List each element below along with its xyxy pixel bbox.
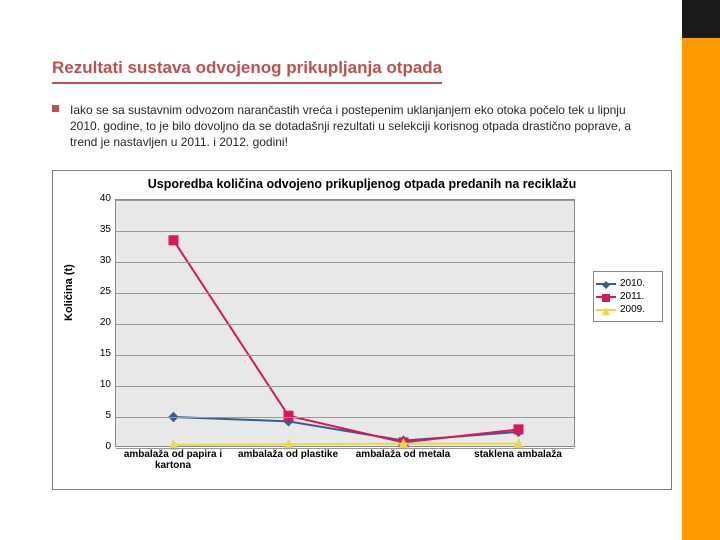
series-marker xyxy=(284,411,293,420)
y-tick-label: 10 xyxy=(93,379,111,390)
x-category-label: staklena ambalaža xyxy=(461,449,576,460)
y-axis-label: Količina (t) xyxy=(63,264,75,321)
y-tick-label: 35 xyxy=(93,224,111,235)
grid-line xyxy=(116,293,574,294)
y-tick-label: 0 xyxy=(93,441,111,452)
accent-corner xyxy=(682,0,720,38)
bullet-text: Iako se sa sustavnim odvozom narančastih… xyxy=(70,102,647,151)
legend-line-icon xyxy=(596,283,616,285)
grid-line xyxy=(116,200,574,201)
legend-line-icon xyxy=(596,296,616,298)
chart-svg xyxy=(116,200,574,446)
slide-title: Rezultati sustava odvojenog prikupljanja… xyxy=(52,58,442,84)
series-marker xyxy=(514,425,523,434)
bullet-paragraph: Iako se sa sustavnim odvozom narančastih… xyxy=(52,102,647,151)
legend-item: 2011. xyxy=(596,291,660,302)
y-tick-label: 20 xyxy=(93,317,111,328)
x-category-label: ambalaža od metala xyxy=(346,449,461,460)
x-category-label: ambalaža od papira i kartona xyxy=(116,449,231,471)
legend-marker-icon xyxy=(601,293,610,302)
legend-item: 2010. xyxy=(596,278,660,289)
legend-marker-icon xyxy=(601,280,610,289)
accent-sidebar xyxy=(682,0,720,540)
grid-line xyxy=(116,262,574,263)
y-tick-label: 15 xyxy=(93,348,111,359)
legend-label: 2009. xyxy=(620,304,645,315)
y-tick-label: 40 xyxy=(93,193,111,204)
y-tick-label: 25 xyxy=(93,286,111,297)
grid-line xyxy=(116,231,574,232)
series-marker xyxy=(169,236,178,245)
bullet-square-icon xyxy=(52,105,59,112)
grid-line xyxy=(116,324,574,325)
series-line xyxy=(174,444,519,445)
grid-line xyxy=(116,386,574,387)
legend-marker-icon xyxy=(601,306,610,315)
plot-area xyxy=(115,199,575,447)
x-category-label: ambalaža od plastike xyxy=(231,449,346,460)
y-tick-label: 5 xyxy=(93,410,111,421)
legend-label: 2011. xyxy=(620,291,644,302)
series-line xyxy=(174,240,519,442)
legend-label: 2010. xyxy=(620,278,645,289)
y-tick-label: 30 xyxy=(93,255,111,266)
grid-line xyxy=(116,417,574,418)
grid-line xyxy=(116,355,574,356)
legend: 2010. 2011. 2009. xyxy=(593,271,663,322)
legend-line-icon xyxy=(596,309,616,311)
chart-title: Usporedba količina odvojeno prikupljenog… xyxy=(53,177,671,191)
legend-item: 2009. xyxy=(596,304,660,315)
chart-container: Usporedba količina odvojeno prikupljenog… xyxy=(52,170,672,490)
